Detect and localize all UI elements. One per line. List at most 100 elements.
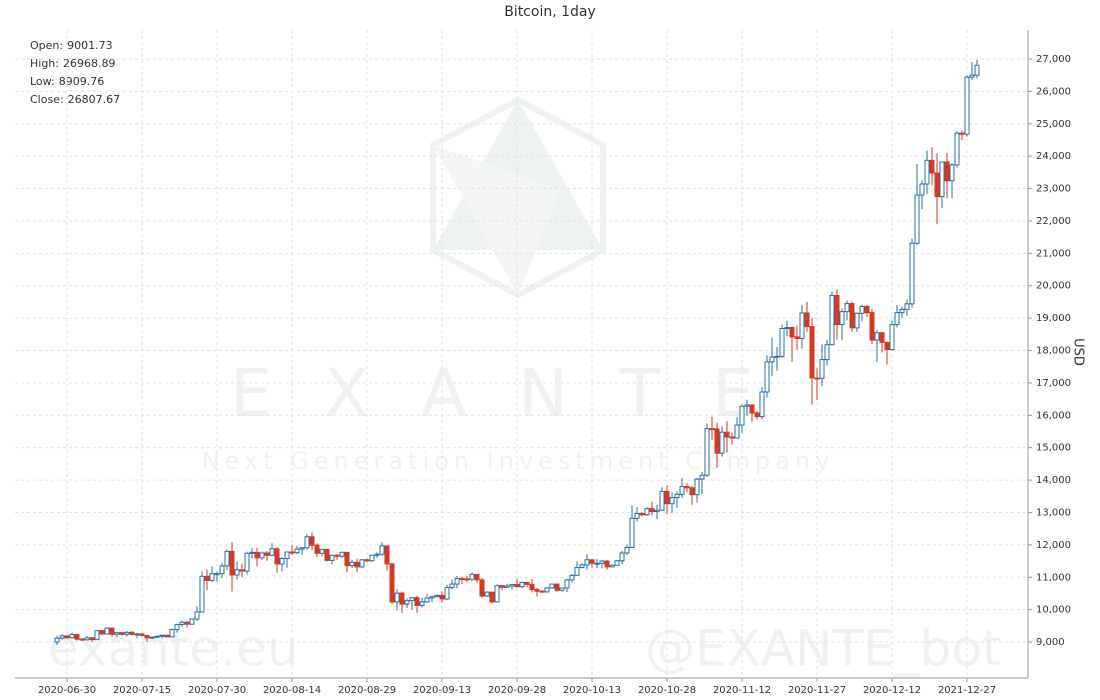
candle-body [774,355,780,358]
candle-body [694,478,700,496]
info-label: Close: [30,93,64,106]
y-tick-label: 13,000 [1036,507,1071,518]
y-tick-label: 11,000 [1036,572,1071,583]
candle-body [314,544,320,554]
info-line: Low: 8909.76 [30,75,104,88]
info-label: Open: [30,39,63,52]
candle-body [949,164,955,182]
candle-body [739,405,745,426]
candle-body [849,303,855,329]
candle-body [904,303,910,310]
candle-body [219,565,225,575]
candle-body [974,64,980,76]
candle-body [234,569,240,576]
info-value: 26968.89 [63,57,116,70]
candle-body [269,548,275,556]
y-tick-label: 16,000 [1036,410,1071,421]
candle-body [94,630,100,641]
candle-body [689,487,695,496]
candle-body [929,159,935,174]
candle-body [324,548,330,561]
candle-body [514,584,520,588]
y-tick-label: 19,000 [1036,313,1071,324]
candle-body [874,332,880,341]
candle-body [524,581,530,585]
candle-body [554,583,560,591]
candle-body [339,551,345,557]
candle-body [654,509,660,513]
candle-body [934,172,940,198]
x-tick-label: 2020-07-15 [113,685,171,696]
candle-body [454,578,460,585]
candle-body [599,560,605,564]
x-tick-label: 2020-12-12 [863,685,921,696]
candle-body [264,552,270,556]
candle-body [109,627,115,635]
candle-body [119,632,125,635]
candle-body [784,327,790,330]
candle-body [274,548,280,565]
y-tick-label: 9,000 [1036,637,1065,648]
candle-body [884,341,890,351]
candle-body [594,562,600,565]
candle-body [939,161,945,198]
candle-body [789,327,795,338]
candle-body [839,311,845,326]
candle-body [129,631,135,635]
candle-body [329,554,335,561]
candle-body [859,305,865,314]
info-value: 26807.67 [68,93,121,106]
candle-body [69,634,75,639]
candle-body [494,585,500,603]
x-tick-label: 2020-11-12 [713,685,771,696]
candle-body [59,635,65,639]
candle-body [799,312,805,340]
candle-body [349,561,355,567]
candle-body [439,594,445,600]
candle-body [744,404,750,407]
watermark-logo [433,145,560,295]
candle-body [484,591,490,597]
candle-body [804,312,810,328]
candle-body [179,621,185,626]
x-tick-label: 2020-09-13 [413,685,471,696]
candle-body [709,428,715,431]
candle-body [424,597,430,603]
candle-body [664,490,670,505]
watermark-site: exante.eu [48,620,299,678]
candle-body [924,159,930,185]
y-tick-label: 17,000 [1036,378,1071,389]
candle-body [419,601,425,606]
candle-body [164,634,170,638]
x-tick-label: 2020-09-28 [488,685,546,696]
candle-body [659,490,665,511]
candle-body [959,132,965,135]
candle-body [239,569,245,572]
candle-body [379,545,385,555]
candle-body [589,559,595,564]
x-tick-label: 2020-07-30 [188,685,246,696]
y-tick-label: 25,000 [1036,119,1071,130]
candle-body [714,428,720,454]
y-tick-label: 27,000 [1036,54,1071,65]
candle-body [194,611,200,620]
candle-body [254,551,260,559]
candle-body [374,553,380,556]
candle-body [674,493,680,499]
candle-body [814,377,820,380]
watermark: EXANTE Next Generation Investment Compan… [48,96,1002,678]
candle-body [169,628,175,638]
candle-body [539,590,545,593]
candle-body [474,573,480,581]
candle-body [299,547,305,550]
info-line: High: 26968.89 [30,57,116,70]
candle-body [479,579,485,597]
info-line: Open: 9001.73 [30,39,113,52]
candle-body [529,583,535,591]
candle-body [414,597,420,606]
y-tick-label: 14,000 [1036,475,1071,486]
candle-body [549,583,555,589]
x-tick-label: 2020-08-29 [338,685,396,696]
